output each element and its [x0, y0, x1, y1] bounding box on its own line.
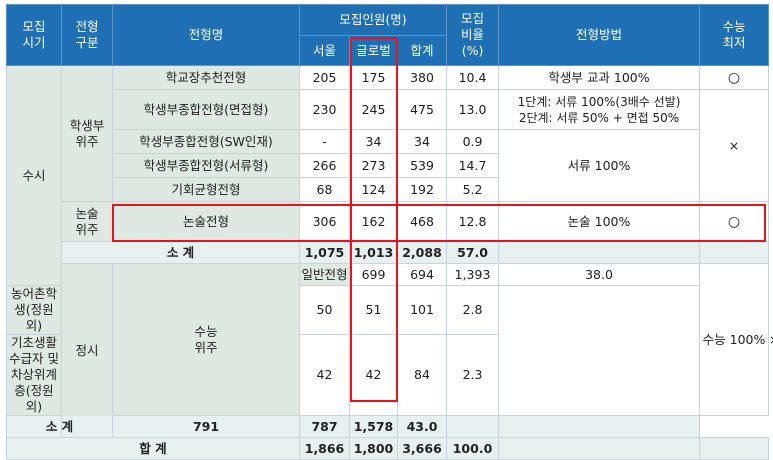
subtotal-global: 787 [299, 415, 350, 438]
row-sum: 34 [396, 129, 448, 154]
subtotal-empty [699, 241, 770, 264]
subtotal-empty [446, 415, 500, 438]
subtotal-sum: 2,088 [396, 241, 448, 264]
subtotal-sum: 1,578 [349, 415, 398, 438]
header-name: 전형명 [112, 4, 300, 66]
row-global: 273 [349, 153, 398, 178]
row-seoul: 230 [299, 89, 350, 130]
row-sum: 192 [396, 177, 448, 202]
row-name: 학생부종합전형(면접형) [112, 89, 300, 130]
row-seoul: 205 [299, 65, 350, 90]
row-seoul: 50 [299, 285, 350, 335]
row-ratio: 2.3 [446, 334, 500, 416]
subtotal-global: 1,013 [349, 241, 398, 264]
subtotal-seoul: 791 [112, 415, 300, 438]
row-name: 학교장추천전형 [112, 65, 300, 90]
header-global: 글로벌 [349, 35, 398, 66]
subtotal-seoul: 1,075 [299, 241, 350, 264]
total-empty [699, 437, 770, 460]
row-global: 124 [349, 177, 398, 202]
row-global: 34 [349, 129, 398, 154]
row-method: 수능 100% [699, 263, 770, 416]
row-ratio: 5.2 [446, 177, 500, 202]
row-global: 694 [396, 263, 448, 286]
total-global: 1,800 [349, 437, 398, 460]
row-global: 162 [349, 201, 398, 242]
subtotal-empty [498, 241, 701, 264]
row-ratio: 10.4 [446, 65, 500, 90]
group-essay: 논술 위주 [61, 201, 113, 242]
row-method: 1단계: 서류 100%(3배수 선발) 2단계: 서류 50% + 면접 50… [498, 89, 701, 130]
row-min: × [699, 89, 770, 202]
header-period: 모집 시기 [6, 4, 62, 66]
row-name: 일반전형 [299, 263, 350, 286]
row-min: ○ [699, 65, 770, 90]
header-sum: 합계 [396, 35, 448, 66]
row-method: 논술 100% [498, 201, 701, 242]
subtotal-label: 소 계 [61, 241, 300, 264]
row-name: 기회균형전형 [112, 177, 300, 202]
row-sum: 1,393 [446, 263, 500, 286]
row-name: 농어촌학생(정원외) [6, 285, 62, 335]
header-type: 전형 구분 [61, 4, 113, 66]
row-seoul: 266 [299, 153, 350, 178]
row-ratio: 12.8 [446, 201, 500, 242]
row-seoul: 306 [299, 201, 350, 242]
subtotal-ratio: 57.0 [446, 241, 500, 264]
total-sum: 3,666 [396, 437, 448, 460]
header-seoul: 서울 [299, 35, 350, 66]
admissions-table: 모집 시기 전형 구분 전형명 모집인원(명) 모집 비율 (%) 전형방법 수… [6, 4, 773, 460]
group-csat: 수능 위주 [112, 263, 300, 416]
total-label: 합 계 [6, 437, 300, 460]
row-sum: 539 [396, 153, 448, 178]
row-global: 245 [349, 89, 398, 130]
total-ratio: 100.0 [446, 437, 500, 460]
row-ratio: 14.7 [446, 153, 500, 178]
group-student: 학생부 위주 [61, 65, 113, 202]
row-ratio: 13.0 [446, 89, 500, 130]
row-sum: 380 [396, 65, 448, 90]
row-global: 42 [349, 334, 398, 416]
header-ratio: 모집 비율 (%) [446, 4, 500, 66]
group-susi: 수시 [6, 65, 62, 286]
row-seoul: 68 [299, 177, 350, 202]
row-min: ○ [699, 201, 770, 242]
row-name: 학생부종합전형(SW인재) [112, 129, 300, 154]
row-sum: 468 [396, 201, 448, 242]
row-sum: 101 [396, 285, 448, 335]
total-empty [498, 437, 701, 460]
row-sum: 84 [396, 334, 448, 416]
header-method: 전형방법 [498, 4, 701, 66]
row-ratio: 0.9 [446, 129, 500, 154]
row-method: 학생부 교과 100% [498, 65, 701, 90]
row-method: 서류 100% [498, 129, 701, 202]
subtotal-empty [498, 415, 701, 438]
group-jeongsi: 정시 [61, 263, 113, 438]
subtotal-ratio: 43.0 [396, 415, 448, 438]
row-seoul: 699 [349, 263, 398, 286]
row-name: 기초생활수급자 및 차상위계층(정원외) [6, 334, 62, 416]
row-name: 논술전형 [112, 201, 300, 242]
row-ratio: 2.8 [446, 285, 500, 335]
row-ratio: 38.0 [498, 263, 701, 286]
total-seoul: 1,866 [299, 437, 350, 460]
row-global: 175 [349, 65, 398, 90]
row-seoul: - [299, 129, 350, 154]
subtotal-label: 소 계 [6, 415, 113, 438]
row-global: 51 [349, 285, 398, 335]
header-min: 수능 최저 [699, 4, 770, 66]
row-name: 학생부종합전형(서류형) [112, 153, 300, 178]
row-sum: 475 [396, 89, 448, 130]
row-seoul: 42 [299, 334, 350, 416]
header-quota: 모집인원(명) [298, 4, 448, 36]
